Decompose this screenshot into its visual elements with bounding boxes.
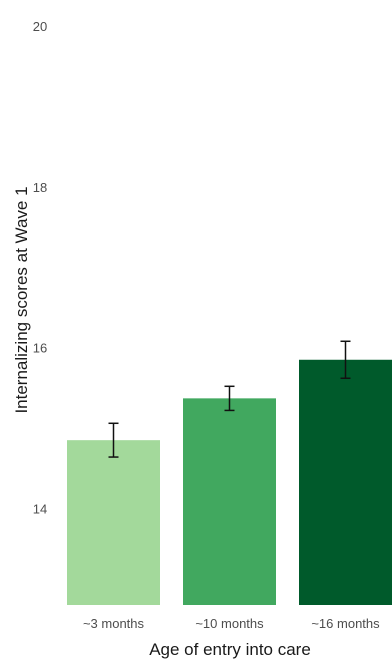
- x-tick-label: ~3 months: [83, 616, 145, 631]
- x-axis-labels: ~3 months ~10 months ~16 months: [83, 616, 380, 631]
- error-bar: [224, 385, 235, 412]
- x-axis-title: Age of entry into care: [149, 640, 311, 659]
- y-tick-label: 18: [33, 180, 47, 195]
- x-tick-label: ~10 months: [195, 616, 264, 631]
- error-bars: [108, 340, 351, 458]
- bar: [67, 440, 160, 605]
- y-tick-label: 20: [33, 19, 47, 34]
- x-tick-label: ~16 months: [311, 616, 380, 631]
- bar: [299, 359, 392, 605]
- y-axis-title: Internalizing scores at Wave 1: [12, 186, 31, 413]
- error-bar: [340, 340, 351, 380]
- y-tick-label: 14: [33, 502, 47, 517]
- error-bar: [108, 422, 119, 458]
- bars: [67, 359, 392, 605]
- y-tick-label: 16: [33, 341, 47, 356]
- y-axis-ticks: 14 16 18 20: [33, 19, 47, 516]
- bar: [183, 398, 276, 605]
